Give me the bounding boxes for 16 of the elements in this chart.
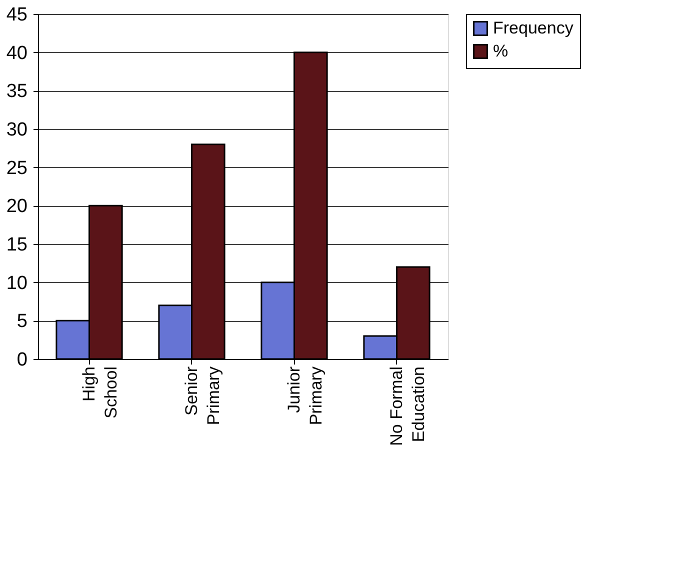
y-tick-label: 5 [16, 311, 28, 332]
y-tick-label: 40 [6, 42, 28, 64]
x-tick-label: High School [79, 366, 120, 418]
x-tick-label: No Formal Education [386, 366, 428, 446]
y-tick-label: 20 [6, 196, 28, 218]
y-tick-label: 0 [16, 350, 28, 370]
legend-label: % [493, 42, 508, 60]
y-tick-label: 10 [6, 272, 28, 294]
legend-label: Frequency [493, 18, 574, 38]
y-tick-label: 30 [6, 120, 28, 140]
y-tick-label: 25 [6, 158, 28, 179]
y-tick-label: 35 [6, 81, 28, 102]
x-tick-label: Junior Primary [284, 366, 326, 426]
x-tick-label: Senior Primary [182, 366, 223, 426]
y-tick-label: 45 [6, 4, 28, 26]
y-tick-label: 15 [6, 234, 28, 256]
